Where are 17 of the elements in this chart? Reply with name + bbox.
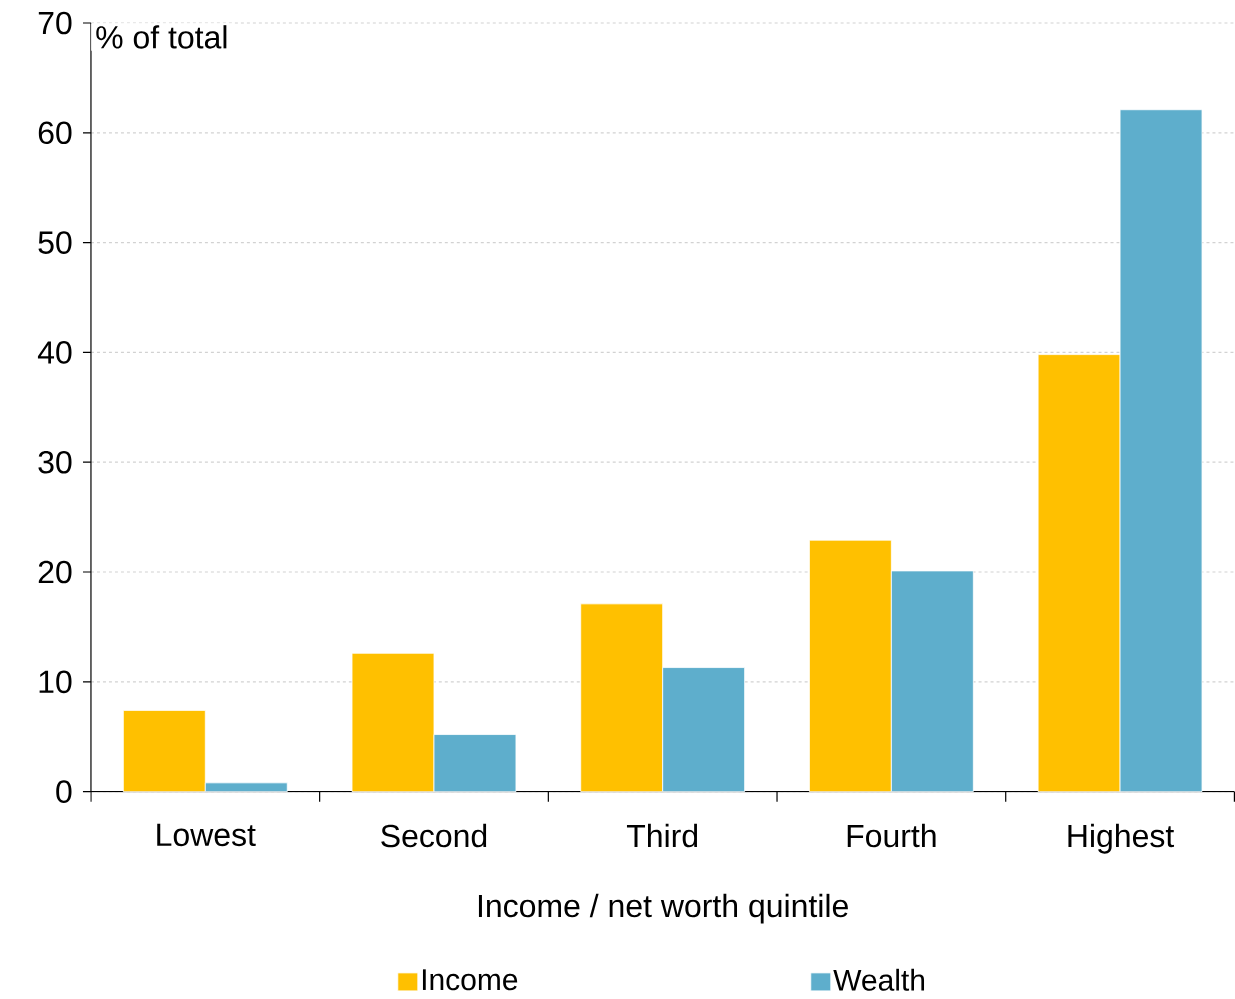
y-tick-label: 60: [38, 121, 72, 145]
y-tick-label: 40: [37, 341, 72, 364]
y-tick-label: 10: [39, 670, 72, 694]
y-tick-label: 50: [38, 231, 72, 254]
y-axis-title: % of total: [96, 25, 227, 49]
y-tick-label: 70: [38, 11, 72, 35]
y-tick-label: 0: [56, 780, 72, 803]
x-tick-label: Second: [381, 823, 487, 848]
y-tick-label: 30: [38, 450, 72, 474]
legend-label: Wealth: [833, 968, 925, 991]
legend-label: Income: [422, 969, 518, 991]
y-tick-label: 20: [38, 560, 72, 584]
x-tick-label: Third: [626, 823, 698, 848]
x-tick-label: Highest: [1068, 823, 1175, 854]
x-tick-label: Fourth: [847, 823, 936, 848]
x-axis-title: Income / net worth quintile: [478, 893, 848, 924]
x-tick-label: Lowest: [157, 823, 256, 847]
